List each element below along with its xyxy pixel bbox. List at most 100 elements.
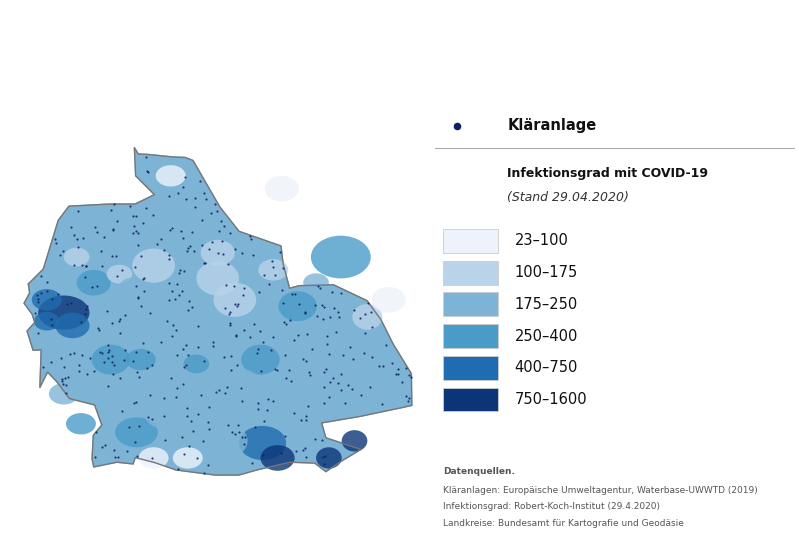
Ellipse shape (119, 278, 145, 296)
Point (335, 288, 348, 297)
Point (127, 229, 140, 237)
Point (170, 351, 183, 359)
Point (332, 307, 345, 316)
Ellipse shape (162, 308, 188, 326)
Point (107, 225, 120, 233)
Point (197, 189, 210, 197)
Point (308, 435, 321, 443)
Point (185, 417, 197, 425)
Point (88, 367, 101, 375)
Point (196, 241, 209, 250)
Point (196, 215, 209, 224)
Point (68, 261, 81, 269)
Point (77, 233, 89, 242)
Point (110, 272, 123, 280)
Ellipse shape (217, 368, 260, 402)
Point (392, 370, 404, 378)
FancyBboxPatch shape (443, 229, 499, 253)
Point (154, 337, 167, 346)
Point (109, 453, 121, 462)
Point (169, 326, 182, 335)
Point (132, 373, 145, 381)
Point (178, 450, 191, 459)
Point (101, 341, 114, 350)
Point (247, 251, 260, 260)
Point (221, 383, 234, 391)
Point (132, 229, 145, 237)
Point (60, 389, 73, 398)
Point (400, 364, 412, 372)
Point (251, 349, 264, 357)
Point (79, 305, 92, 313)
Point (163, 296, 176, 305)
Point (197, 357, 210, 366)
Point (403, 371, 415, 379)
Point (182, 442, 195, 450)
Point (163, 225, 176, 234)
Point (72, 243, 85, 251)
Point (129, 398, 142, 406)
Point (231, 361, 244, 369)
Point (78, 273, 91, 281)
Point (62, 373, 74, 382)
Point (180, 341, 193, 349)
Point (258, 416, 271, 425)
FancyBboxPatch shape (443, 261, 499, 285)
Point (129, 282, 142, 290)
Point (155, 235, 168, 243)
Point (288, 408, 300, 417)
Point (177, 380, 189, 389)
Point (173, 291, 185, 300)
Point (114, 314, 127, 323)
Ellipse shape (197, 261, 239, 295)
Point (58, 374, 71, 382)
Point (81, 302, 93, 310)
Point (218, 388, 231, 397)
Point (130, 227, 143, 236)
Point (185, 303, 198, 312)
Point (58, 362, 70, 371)
Point (182, 305, 195, 314)
Point (30, 290, 43, 299)
Point (202, 244, 215, 253)
Point (46, 320, 58, 329)
Point (317, 383, 330, 391)
Point (325, 287, 338, 296)
Point (276, 298, 289, 307)
Point (54, 354, 67, 362)
Point (180, 195, 193, 203)
Point (165, 287, 178, 295)
Point (330, 328, 343, 336)
Ellipse shape (241, 345, 280, 375)
Point (237, 290, 249, 299)
Point (90, 228, 103, 237)
Point (95, 247, 108, 256)
Point (32, 329, 45, 337)
Ellipse shape (38, 295, 89, 330)
FancyBboxPatch shape (443, 356, 499, 379)
Point (134, 302, 147, 311)
Point (209, 199, 222, 208)
Point (237, 440, 250, 449)
Ellipse shape (286, 415, 320, 441)
Point (57, 379, 70, 388)
Point (187, 247, 200, 255)
Point (158, 394, 171, 402)
Point (301, 330, 314, 338)
Ellipse shape (92, 345, 130, 375)
Point (293, 300, 306, 309)
Point (117, 356, 130, 364)
Point (191, 454, 204, 462)
Point (102, 382, 115, 391)
Point (116, 406, 129, 415)
Point (336, 351, 349, 359)
Point (320, 365, 333, 373)
Point (320, 332, 333, 341)
Point (317, 368, 330, 377)
Point (158, 436, 171, 445)
Point (296, 446, 309, 454)
Point (201, 461, 214, 470)
Point (233, 427, 245, 436)
Polygon shape (24, 148, 411, 475)
Point (75, 351, 88, 360)
